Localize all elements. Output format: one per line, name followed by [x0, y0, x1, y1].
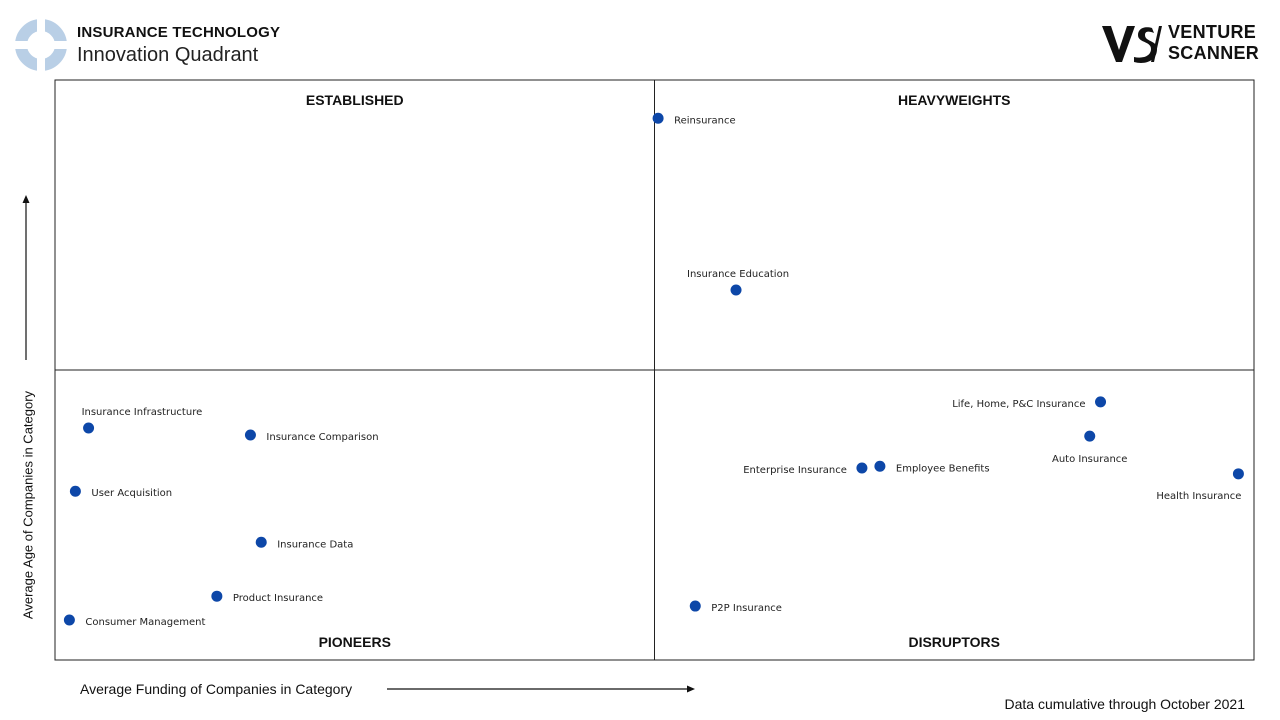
- x-axis-arrowhead: [687, 685, 695, 693]
- data-point-user-acquisition: [69, 485, 81, 497]
- vs-logo-icon: [1102, 26, 1162, 63]
- point-label-insurance-infrastructure: Insurance Infrastructure: [82, 407, 203, 418]
- data-point-consumer-management: [63, 614, 75, 626]
- report-subtitle: Innovation Quadrant: [77, 44, 259, 66]
- data-point-insurance-education: [730, 284, 742, 296]
- y-axis-arrowhead: [22, 195, 30, 203]
- point-label-p2p-insurance: P2P Insurance: [711, 603, 782, 614]
- report-title: INSURANCE TECHNOLOGY: [77, 24, 281, 41]
- data-point-reinsurance: [652, 112, 664, 124]
- point-label-insurance-data: Insurance Data: [277, 539, 353, 550]
- data-point-product-insurance: [211, 590, 223, 602]
- y-axis-label: Average Age of Companies in Category: [20, 390, 36, 620]
- axis-arrows: [22, 195, 695, 693]
- data-point-insurance-data: [255, 536, 267, 548]
- data-point-insurance-infrastructure: [83, 422, 95, 434]
- brand-name-line2: SCANNER: [1168, 43, 1260, 63]
- data-point-p2p-insurance: [689, 600, 701, 612]
- data-point-health-insurance: [1232, 468, 1244, 480]
- quadrant-label-pioneers: PIONEERS: [319, 634, 391, 650]
- point-label-enterprise-insurance: Enterprise Insurance: [743, 465, 847, 476]
- quadrant-frame: [54, 79, 1255, 661]
- point-label-auto-insurance: Auto Insurance: [1052, 454, 1127, 465]
- point-label-insurance-education: Insurance Education: [687, 269, 789, 280]
- point-label-product-insurance: Product Insurance: [233, 593, 323, 604]
- quadrant-label-heavyweights: HEAVYWEIGHTS: [898, 92, 1011, 108]
- data-points: Reinsurance Insurance Education Life, Home…: [63, 112, 1244, 628]
- point-label-user-acquisition: User Acquisition: [91, 488, 172, 499]
- data-point-employee-benefits: [874, 460, 886, 472]
- point-label-employee-benefits: Employee Benefits: [896, 463, 990, 474]
- brand-name-line1: VENTURE: [1168, 22, 1257, 42]
- data-point-life-home-p-c-insurance: [1095, 396, 1107, 408]
- data-footnote: Data cumulative through October 2021: [1004, 696, 1245, 712]
- brand-logo: VENTURE SCANNER: [1100, 22, 1260, 68]
- quadrant-label-established: ESTABLISHED: [306, 92, 404, 108]
- quadrant-label-disruptors: DISRUPTORS: [908, 634, 1000, 650]
- data-point-enterprise-insurance: [856, 462, 868, 474]
- point-label-insurance-comparison: Insurance Comparison: [266, 432, 378, 443]
- point-label-health-insurance: Health Insurance: [1156, 491, 1241, 502]
- x-axis-label: Average Funding of Companies in Category: [80, 681, 353, 697]
- quadrant-ring-icon: [14, 18, 68, 72]
- point-label-consumer-management: Consumer Management: [85, 617, 205, 628]
- point-label-reinsurance: Reinsurance: [674, 115, 736, 126]
- data-point-insurance-comparison: [244, 429, 256, 441]
- point-label-life-home-p-c-insurance: Life, Home, P&C Insurance: [952, 399, 1085, 410]
- data-point-auto-insurance: [1084, 430, 1096, 442]
